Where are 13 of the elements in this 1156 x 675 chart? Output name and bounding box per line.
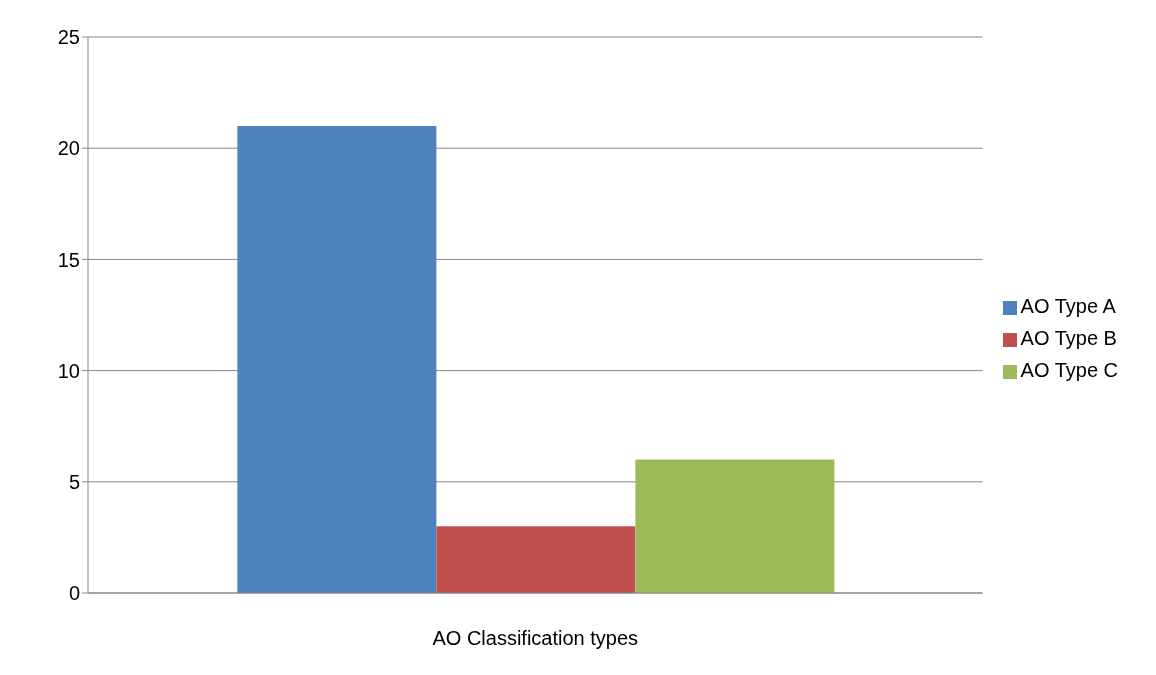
y-tick-label: 10 [57, 359, 80, 382]
bar [436, 526, 636, 593]
y-tick-label: 5 [68, 470, 80, 493]
y-tick-label: 15 [57, 248, 80, 271]
legend-label: AO Type C [1020, 359, 1118, 381]
bar [237, 125, 437, 593]
bar [635, 459, 835, 593]
x-tick-label: AO Classification types [432, 627, 639, 650]
legend-label: AO Type B [1020, 327, 1117, 349]
legend-label: AO Type A [1020, 295, 1116, 317]
y-tick-label: 25 [57, 26, 80, 49]
y-tick-label: 20 [57, 137, 80, 160]
y-tick-label: 0 [68, 582, 80, 605]
